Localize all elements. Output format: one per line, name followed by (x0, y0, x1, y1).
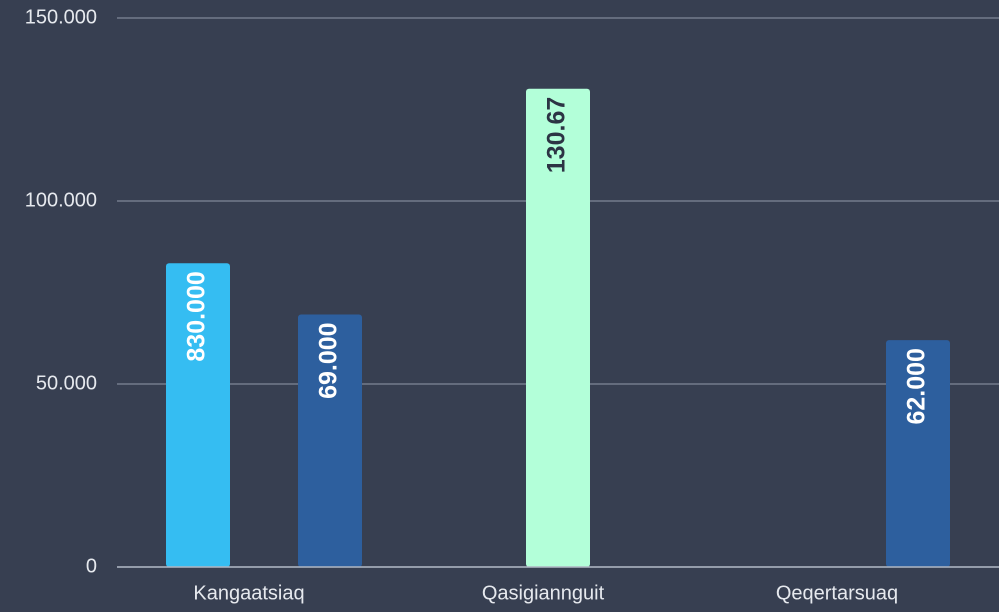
y-tick-label: 0 (86, 555, 97, 577)
value-label: 69.000 (315, 322, 343, 398)
value-label: 130.67 (543, 97, 571, 173)
bar (886, 340, 950, 567)
y-tick-label: 50.000 (36, 372, 97, 394)
x-tick-label: Kangaatsiaq (193, 582, 304, 604)
x-tick-label: Qasigiannguit (482, 582, 605, 604)
value-label: 62.000 (903, 348, 931, 424)
y-tick-label: 100.000 (25, 189, 97, 211)
value-label: 830.000 (183, 271, 211, 361)
y-tick-label: 150.000 (25, 6, 97, 28)
bar (298, 314, 362, 567)
x-tick-label: Qeqertarsuaq (776, 582, 898, 604)
bar (166, 263, 230, 567)
bar (526, 88, 590, 567)
